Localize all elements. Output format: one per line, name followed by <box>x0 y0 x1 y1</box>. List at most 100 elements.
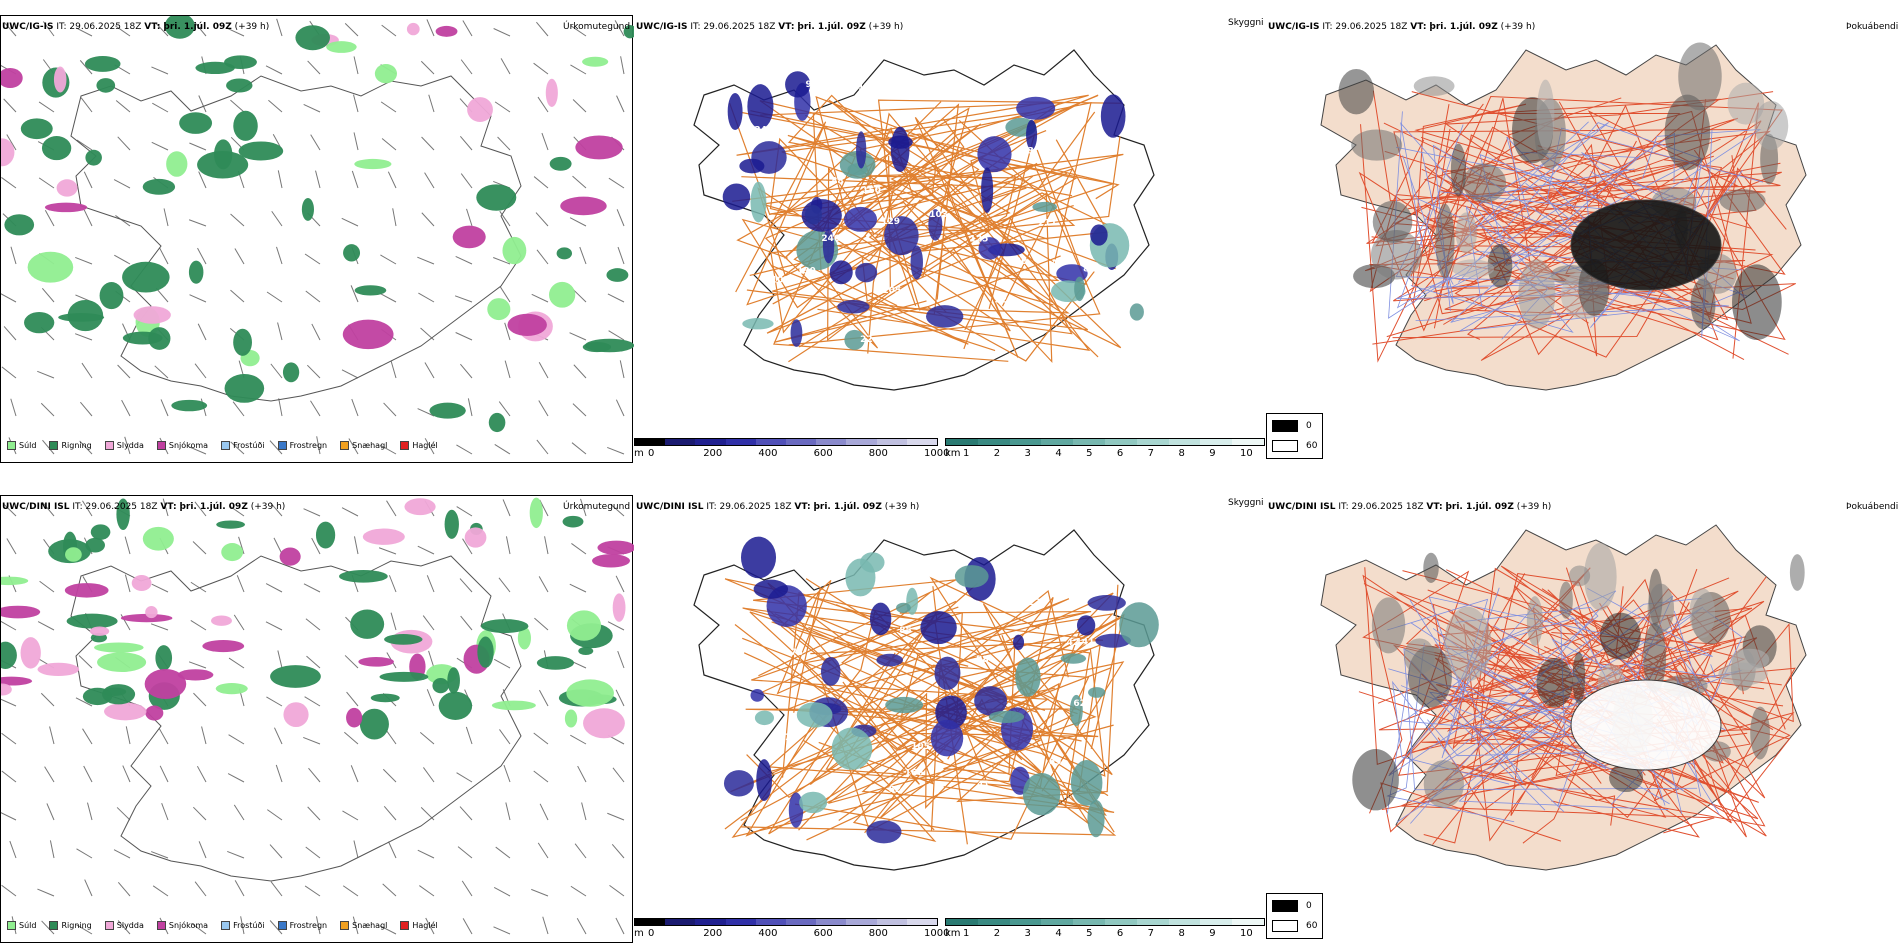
wind-barb <box>233 804 245 821</box>
precip-legend-label: Slydda <box>116 921 144 930</box>
wind-barb <box>456 772 473 783</box>
precip-area <box>90 524 111 540</box>
precip-area <box>85 149 102 166</box>
wind-barb <box>390 360 397 379</box>
road-line <box>817 116 1091 358</box>
precip-area <box>343 244 361 262</box>
wind-barb <box>380 444 397 455</box>
cloud-area <box>837 300 870 314</box>
header-row2-panel3: UWC/DINI ISL IT: 29.06.2025 18Z VT: þri.… <box>1268 502 1552 512</box>
fog-area <box>1372 200 1413 243</box>
precip-area <box>96 78 116 93</box>
cloudbase-value-label: 42 <box>1067 638 1080 648</box>
wind-barb <box>497 136 511 151</box>
precip-area <box>1 676 33 686</box>
wind-barb <box>617 650 625 669</box>
cloud-area <box>954 565 989 588</box>
wind-barb <box>310 134 321 151</box>
fog-area <box>1435 203 1455 279</box>
wind-barb <box>426 689 435 707</box>
cloud-area <box>790 319 803 347</box>
precip-area <box>20 637 41 669</box>
height-tick-label: 800 <box>868 928 888 939</box>
wind-barb <box>353 56 359 75</box>
road-line <box>762 165 1101 346</box>
precip-area <box>202 639 245 653</box>
wind-barb <box>151 851 169 859</box>
precip-area <box>44 202 88 213</box>
precip-area <box>354 158 392 170</box>
wind-barb <box>428 650 435 669</box>
wind-barb <box>544 536 549 555</box>
visibility-colorbar-cell <box>1136 439 1169 445</box>
precip-area <box>384 634 423 645</box>
precip-legend-swatch <box>104 441 114 450</box>
wind-barb <box>1 293 17 303</box>
fog-area <box>1572 651 1586 705</box>
wind-barb <box>44 766 55 783</box>
wind-barb <box>74 333 93 341</box>
precip-area <box>215 683 248 695</box>
cloud-area <box>1076 615 1096 636</box>
wind-barb <box>37 621 55 631</box>
visibility-colorbar-cell <box>1200 439 1233 445</box>
height-ticks-row2: m 0 200 400 600 800 1000 <box>634 928 954 942</box>
precip-area <box>94 642 144 653</box>
visibility-tick-label: 9 <box>1209 448 1216 459</box>
wind-barb <box>461 880 473 897</box>
precip-area <box>606 268 629 282</box>
wind-barb <box>238 536 245 555</box>
wind-barb <box>579 246 587 265</box>
road-line <box>769 137 1088 314</box>
cloudbase-value-label: 96 <box>806 80 819 90</box>
cloud-area <box>1069 694 1083 726</box>
cloudbase-value-label: 68 <box>1041 153 1054 163</box>
cloud-area <box>866 820 902 844</box>
precip-area <box>491 700 536 711</box>
wind-barb <box>619 360 625 379</box>
wind-barb <box>417 408 435 417</box>
wind-barb <box>192 541 207 555</box>
wind-barb <box>351 170 359 189</box>
road-line <box>877 99 1122 311</box>
precip-area <box>374 63 398 84</box>
cloudbase-value-label: 82 <box>889 785 902 795</box>
wind-barb <box>78 655 93 669</box>
cloud-area <box>930 719 964 757</box>
fog-area <box>1678 42 1722 111</box>
precip-area <box>583 708 625 739</box>
fog-area <box>1647 583 1675 634</box>
wind-barb <box>197 323 207 341</box>
precip-area <box>507 313 547 337</box>
precip-legend-item: Snæhagl <box>340 921 387 930</box>
cloud-area <box>839 150 876 179</box>
wind-barb <box>80 401 93 417</box>
precip-legend-label: Snæhagl <box>352 921 388 930</box>
wind-barb <box>571 442 587 455</box>
wind-barb <box>607 812 625 821</box>
wind-barb <box>268 99 283 113</box>
glacier-fog-area <box>1570 679 1722 771</box>
cloudbase-value-label: 22 <box>860 335 873 345</box>
cloudbase-value-label: 58 <box>765 306 778 316</box>
wind-barb <box>83 209 93 227</box>
wind-barb <box>42 501 55 517</box>
precip-area <box>224 373 265 403</box>
wind-barb <box>42 21 55 37</box>
wind-barb <box>306 655 321 669</box>
wind-barb <box>193 692 207 707</box>
fog-area <box>1450 143 1467 197</box>
wind-barb <box>189 446 207 455</box>
wind-barb <box>537 842 549 859</box>
height-colorbar-cell <box>846 439 877 445</box>
visibility-tick-label: 2 <box>993 928 1001 939</box>
wind-barb <box>308 767 321 783</box>
precip-legend-item: Frostregn <box>277 441 327 450</box>
precip-area <box>85 537 105 553</box>
wind-barb <box>341 369 359 379</box>
cloudbase-value-label: 103 <box>944 818 963 828</box>
wind-barb <box>538 576 549 593</box>
wind-barb <box>234 880 245 897</box>
wind-barb <box>198 95 207 113</box>
visibility-colorbar-row1 <box>945 438 1265 446</box>
